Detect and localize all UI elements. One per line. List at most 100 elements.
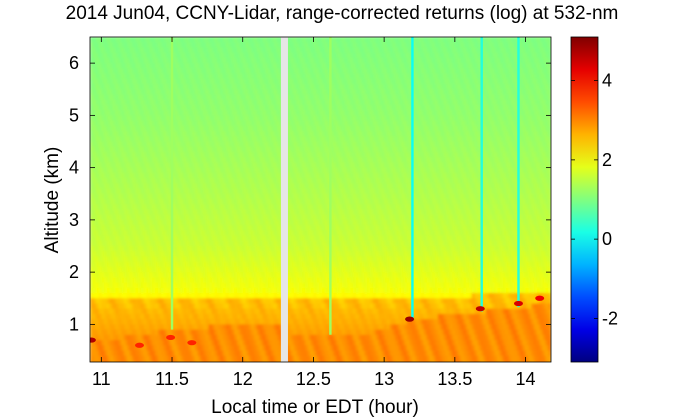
heatmap-cell [106, 52, 111, 59]
heatmap-cell [429, 42, 433, 49]
heatmap-cell [293, 136, 298, 143]
heatmap-cell [262, 52, 266, 59]
heatmap-cell [454, 52, 459, 59]
heatmap-cell [344, 104, 348, 111]
heatmap-cell [406, 63, 411, 69]
heatmap-cell [242, 131, 247, 137]
heatmap-cell [273, 136, 278, 143]
heatmap-cell [437, 57, 442, 64]
heatmap-cell [355, 120, 360, 127]
heatmap-cell [330, 120, 334, 127]
heatmap-cell [398, 68, 402, 75]
heatmap-cell [237, 120, 241, 127]
heatmap-cell [336, 120, 340, 127]
heatmap-cell [548, 110, 551, 116]
heatmap-cell [437, 110, 442, 116]
heatmap-cell [364, 73, 368, 80]
heatmap-cell [367, 141, 371, 148]
heatmap-cell [353, 73, 357, 80]
heatmap-cell [471, 89, 476, 96]
heatmap-cell [95, 94, 100, 101]
heatmap-cell [259, 94, 264, 101]
heatmap-cell [152, 110, 156, 116]
heatmap-cell [505, 68, 510, 75]
heatmap-cell [460, 89, 464, 96]
heatmap-cell [90, 42, 94, 49]
heatmap-cell [389, 120, 394, 127]
heatmap-cell [155, 68, 159, 75]
heatmap-cell [449, 110, 453, 116]
heatmap-cell [353, 68, 357, 75]
heatmap-cell [378, 125, 382, 132]
heatmap-cell [248, 125, 252, 132]
heatmap-cell [500, 136, 504, 143]
heatmap-cell [466, 110, 470, 116]
heatmap-cell [406, 52, 411, 59]
heatmap-cell [104, 115, 108, 122]
heatmap-cell [466, 131, 470, 137]
heatmap-cell [95, 99, 100, 106]
heatmap-cell [333, 63, 337, 69]
heatmap-cell [443, 99, 447, 106]
heatmap-cell [384, 73, 388, 80]
heatmap-cell [454, 68, 459, 75]
heatmap-cell [324, 104, 329, 111]
heatmap-cell [474, 47, 479, 54]
heatmap-cell [276, 115, 281, 122]
heatmap-cell [500, 63, 504, 69]
heatmap-cell [321, 115, 326, 122]
heatmap-cell [287, 73, 292, 80]
heatmap-cell [234, 99, 238, 106]
heatmap-cell [299, 136, 303, 143]
heatmap-cell [155, 120, 159, 127]
heatmap-cell [528, 37, 532, 43]
heatmap-cell [149, 78, 153, 85]
heatmap-cell [361, 52, 365, 59]
heatmap-cell [528, 57, 532, 64]
heatmap-cell [211, 99, 216, 106]
heatmap-cell [126, 47, 131, 54]
heatmap-cell [542, 131, 546, 137]
heatmap-cell [375, 37, 380, 43]
heatmap-cell [251, 94, 255, 101]
heatmap-cell [262, 99, 266, 106]
heatmap-cell [330, 89, 334, 96]
heatmap-cell [290, 73, 295, 80]
heatmap-cell [307, 57, 312, 64]
heatmap-cell [316, 57, 320, 64]
heatmap-cell [191, 68, 196, 75]
heatmap-cell [220, 115, 224, 122]
heatmap-cell [109, 131, 114, 137]
heatmap-cell [392, 94, 397, 101]
heatmap-cell [211, 37, 216, 43]
heatmap-cell [364, 99, 368, 106]
heatmap-cell [228, 63, 233, 69]
heatmap-cell [355, 110, 360, 116]
heatmap-cell [392, 120, 397, 127]
heatmap-cell [123, 125, 128, 132]
heatmap-cell [140, 78, 145, 85]
heatmap-cell [112, 94, 117, 101]
heatmap-cell [296, 120, 300, 127]
heatmap-cell [228, 89, 233, 96]
heatmap-cell [138, 131, 142, 137]
heatmap-cell [188, 63, 193, 69]
heatmap-cell [412, 84, 416, 90]
heatmap-cell [234, 94, 238, 101]
heatmap-cell [146, 52, 150, 59]
heatmap-cell [152, 136, 156, 143]
heatmap-cell [220, 131, 224, 137]
heatmap-cell [118, 52, 122, 59]
heatmap-cell [197, 89, 201, 96]
heatmap-cell [324, 110, 329, 116]
heatmap-cell [420, 84, 425, 90]
heatmap-cell [268, 94, 272, 101]
heatmap-cell [200, 141, 204, 148]
heatmap-cell [304, 84, 309, 90]
heatmap-cell [205, 57, 210, 64]
heatmap-cell [488, 136, 493, 143]
heatmap-cell [123, 78, 128, 85]
heatmap-cell [152, 125, 156, 132]
heatmap-cell [531, 141, 535, 148]
heatmap-cell [214, 42, 218, 49]
